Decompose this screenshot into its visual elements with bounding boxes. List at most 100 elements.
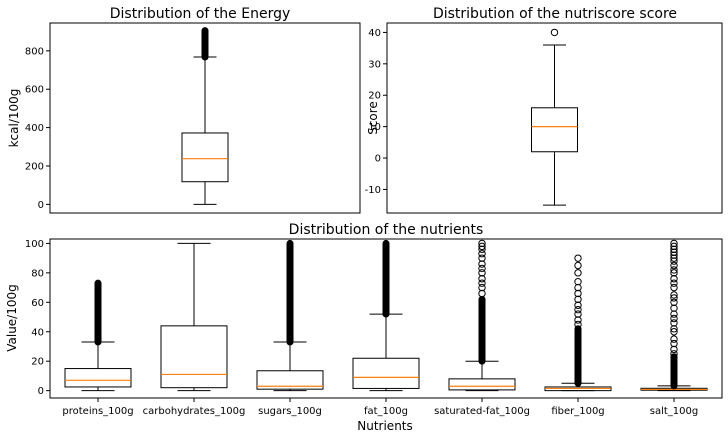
- x-tick-label: proteins_100g: [62, 406, 133, 417]
- box-iqr: [64, 368, 132, 388]
- box-flier: [478, 245, 486, 254]
- box-fliers-dense: [94, 279, 102, 346]
- box-flier: [478, 269, 486, 277]
- nutriscore-chart: Distribution of the nutriscore score Sco…: [365, 6, 723, 214]
- y-tick-label: 0: [38, 200, 44, 211]
- y-tick-label: 80: [31, 268, 44, 279]
- box-flier: [574, 320, 582, 329]
- y-tick-label: 0: [375, 154, 381, 165]
- box-flier: [478, 250, 486, 258]
- box-flier: [478, 289, 486, 298]
- y-tick-label: 30: [368, 59, 381, 70]
- box-flier: [670, 266, 678, 274]
- x-tick-label: carbohydrates_100g: [143, 406, 246, 417]
- x-tick-label: saturated-fat_100g: [434, 406, 530, 417]
- box-flier: [670, 325, 678, 333]
- nutrients-chart-frame: [49, 238, 723, 399]
- y-tick-label: 60: [31, 298, 44, 309]
- box-iqr: [448, 378, 516, 391]
- box-flier: [478, 279, 486, 287]
- box-flier: [574, 316, 582, 324]
- box-flier: [670, 304, 678, 312]
- box-flier: [670, 298, 678, 307]
- box-flier: [670, 294, 678, 302]
- y-tick-label: 600: [25, 85, 44, 96]
- y-tick-label: 100: [25, 239, 44, 250]
- energy-chart: Distribution of the Energy kcal/100g 0 20…: [7, 6, 361, 214]
- box-flier: [478, 254, 486, 262]
- box-fliers-dense: [286, 239, 294, 346]
- box-flier: [574, 301, 582, 309]
- box-flier: [574, 289, 582, 298]
- box-flier: [670, 328, 678, 336]
- box-fliers-dense: [478, 295, 486, 365]
- nutrients-chart-xlabel: Nutrients: [357, 419, 413, 433]
- box-flier: [670, 269, 678, 277]
- nutriscore-chart-frame: [386, 22, 723, 214]
- box-flier: [670, 275, 678, 283]
- energy-chart-frame: [49, 22, 361, 214]
- box-iqr: [181, 132, 229, 183]
- box-flier: [670, 242, 678, 251]
- x-tick-label: fat_100g: [364, 406, 408, 417]
- box-flier: [574, 305, 582, 314]
- box-flier: [574, 295, 582, 304]
- box-flier: [574, 310, 582, 318]
- energy-chart-title: Distribution of the Energy: [110, 6, 291, 22]
- energy-chart-ylabel: kcal/100g: [7, 89, 21, 148]
- box-flier: [574, 277, 582, 286]
- box-flier: [670, 245, 678, 254]
- y-tick-label: -10: [365, 185, 381, 196]
- y-tick-label: 800: [25, 46, 44, 57]
- y-tick-label: 20: [368, 91, 381, 102]
- x-tick-label: salt_100g: [650, 406, 698, 417]
- box-flier: [550, 28, 559, 37]
- box-flier: [670, 261, 678, 270]
- box-flier: [574, 269, 582, 277]
- box-flier: [670, 345, 678, 354]
- nutrients-chart-ylabel: Value/100g: [5, 284, 19, 352]
- box-flier: [670, 251, 678, 259]
- box-flier: [670, 257, 678, 265]
- nutrients-chart-title: Distribution of the nutrients: [289, 222, 484, 238]
- box-flier: [670, 339, 678, 348]
- y-tick-label: 0: [38, 386, 44, 397]
- y-tick-label: 40: [368, 28, 381, 39]
- box-iqr: [160, 325, 228, 389]
- box-flier: [670, 248, 678, 256]
- box-flier: [574, 283, 582, 292]
- box-flier: [670, 310, 678, 318]
- box-flier: [670, 335, 678, 343]
- box-flier: [670, 239, 678, 248]
- box-flier: [478, 242, 486, 251]
- box-flier: [574, 254, 582, 262]
- box-flier: [478, 239, 486, 248]
- y-tick-label: 20: [31, 357, 44, 368]
- box-flier: [670, 314, 678, 323]
- box-flier: [574, 261, 582, 270]
- box-flier: [670, 350, 678, 358]
- box-flier: [478, 264, 486, 273]
- y-tick-label: 40: [31, 327, 44, 338]
- box-flier: [670, 279, 678, 287]
- nutriscore-chart-ylabel: Score: [366, 101, 380, 135]
- box-flier: [670, 254, 678, 262]
- box-fliers-dense: [201, 27, 209, 61]
- box-fliers-dense: [574, 325, 582, 387]
- x-tick-label: fiber_100g: [551, 406, 604, 417]
- box-iqr: [352, 357, 420, 389]
- box-iqr: [531, 107, 578, 153]
- nutriscore-chart-title: Distribution of the nutriscore score: [433, 6, 677, 22]
- box-iqr: [256, 370, 324, 390]
- y-tick-label: 400: [25, 123, 44, 134]
- box-flier: [670, 319, 678, 327]
- box-flier: [478, 260, 486, 268]
- box-fliers-dense: [670, 353, 678, 390]
- box-flier: [670, 291, 678, 299]
- nutrients-chart: Distribution of the nutrients Value/100g…: [5, 222, 723, 433]
- box-flier: [478, 275, 486, 283]
- x-tick-label: sugars_100g: [258, 406, 322, 417]
- y-tick-label: 200: [25, 161, 44, 172]
- y-tick-label: 10: [368, 122, 381, 133]
